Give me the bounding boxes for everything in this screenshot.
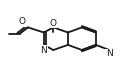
Text: O: O xyxy=(50,19,57,28)
Text: N: N xyxy=(106,49,113,58)
Text: N: N xyxy=(40,46,47,55)
Text: O: O xyxy=(19,17,26,26)
